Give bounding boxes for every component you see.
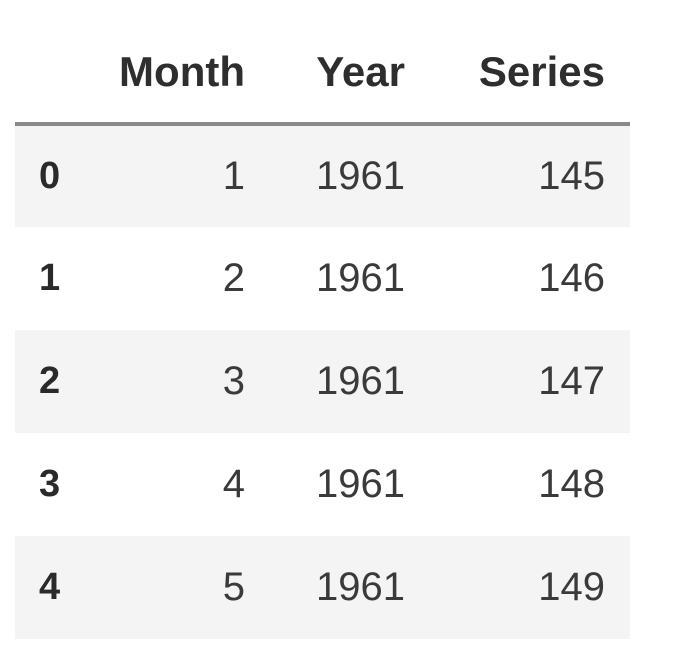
row-index: 4	[39, 566, 61, 608]
cell-year: 1961	[316, 154, 405, 198]
cell-year: 1961	[316, 565, 405, 609]
cell-year: 1961	[316, 256, 405, 300]
row-index: 3	[39, 463, 61, 505]
column-header-month: Month	[95, 22, 270, 126]
cell-month: 2	[222, 256, 245, 300]
table-body: 0 1 1961 145 1 2 1961 146 2 3 1961 147 3…	[15, 124, 630, 639]
table-row: 3 4 1961 148	[15, 433, 630, 536]
cell-year: 1961	[316, 359, 405, 403]
table-row: 2 3 1961 147	[15, 330, 630, 433]
cell-series: 149	[538, 565, 605, 609]
cell-month: 5	[222, 565, 245, 609]
table-row: 0 1 1961 145	[15, 124, 630, 227]
table-row: 1 2 1961 146	[15, 227, 630, 330]
table-header: Month Year Series	[15, 22, 630, 126]
row-index: 0	[39, 155, 61, 197]
cell-series: 145	[538, 154, 605, 198]
cell-year: 1961	[316, 462, 405, 506]
cell-month: 3	[222, 359, 245, 403]
column-header-series: Series	[430, 22, 630, 126]
index-header	[15, 22, 95, 126]
column-header-year: Year	[270, 22, 430, 126]
cell-month: 1	[222, 154, 245, 198]
cell-series: 148	[538, 462, 605, 506]
row-index: 1	[39, 257, 61, 299]
dataframe-table: Month Year Series 0 1 1961 145 1 2 1961 …	[15, 22, 630, 639]
cell-series: 147	[538, 359, 605, 403]
header-row: Month Year Series	[15, 22, 630, 126]
cell-month: 4	[222, 462, 245, 506]
row-index: 2	[39, 360, 61, 402]
table-row: 4 5 1961 149	[15, 536, 630, 639]
cell-series: 146	[538, 256, 605, 300]
